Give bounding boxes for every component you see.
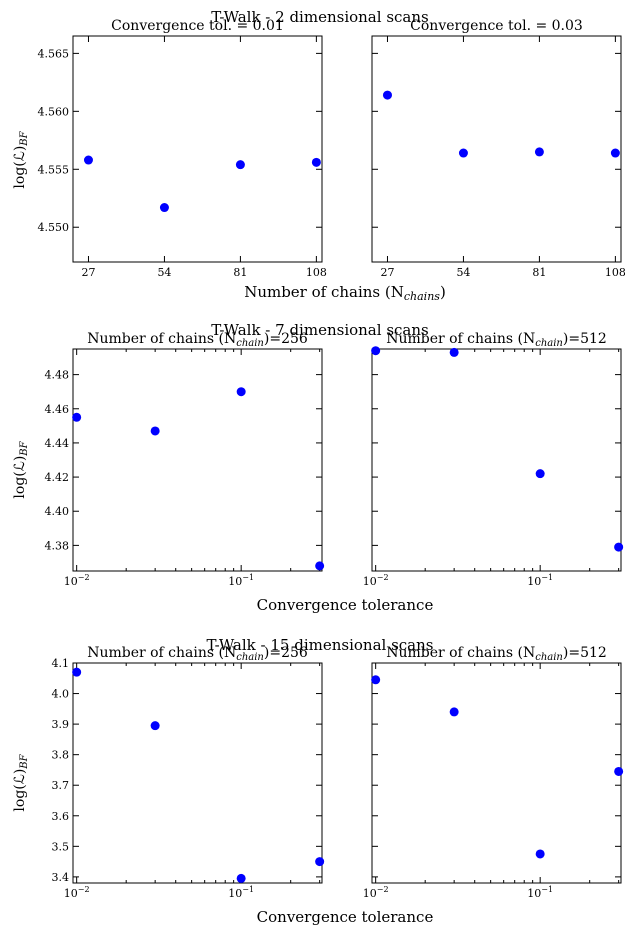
x-tick-label: 54	[456, 266, 470, 279]
axes-frame	[371, 348, 622, 572]
data-point	[236, 387, 246, 397]
y-tick-label: 4.550	[38, 221, 70, 234]
data-point	[614, 542, 624, 552]
row-2-ylabel: log(ℒ)BF	[12, 440, 30, 498]
row-3-ylabel: log(ℒ)BF	[12, 753, 30, 811]
y-tick-label: 4.555	[38, 163, 70, 176]
y-tick-label: 4.0	[52, 688, 70, 701]
row-2-xlabel: Convergence tolerance	[257, 596, 434, 614]
row-1-ylabel: log(ℒ)BF	[12, 130, 30, 188]
panel-1: Convergence tol. = 0.01 27 54 81 108 4.550 4.5…	[38, 18, 327, 279]
data-point	[535, 469, 545, 479]
x-tick-label: 10−1	[527, 885, 553, 900]
panel-title: Number of chains (Nchain)=512	[386, 645, 607, 663]
data-point	[458, 148, 468, 158]
data-point	[371, 675, 381, 685]
x-tick-label: 108	[306, 266, 327, 279]
x-tick-label: 81	[532, 266, 546, 279]
x-tick-label: 81	[233, 266, 247, 279]
y-tick-label: 4.38	[45, 539, 70, 552]
panel-4: Number of chains (Nchain)=512 10−2 10−1	[363, 331, 624, 588]
y-tick-label: 4.565	[38, 47, 70, 60]
data-point	[614, 766, 624, 776]
x-tick-label: 10−1	[228, 885, 254, 900]
data-point	[72, 412, 82, 422]
data-point	[72, 667, 82, 677]
y-tick-label: 4.48	[45, 369, 70, 382]
row-3-title: T-Walk - 15 dimensional scans	[207, 636, 434, 654]
row-1-title: T-Walk - 2 dimensional scans	[211, 8, 428, 26]
data-point	[315, 857, 325, 867]
data-point	[449, 347, 459, 357]
x-tick-label: 10−2	[64, 885, 90, 900]
x-tick-label: 10−2	[363, 573, 389, 588]
x-tick-label: 54	[157, 266, 171, 279]
data-point	[382, 90, 392, 100]
row-2-title: T-Walk - 7 dimensional scans	[211, 321, 428, 339]
panel-6: Number of chains (Nchain)=512 10−2 10−1	[363, 645, 624, 900]
x-tick-label: 10−1	[228, 573, 254, 588]
panel-5: Number of chains (Nchain)=256 10−2 10−1 3.4…	[52, 645, 325, 900]
panel-title: Number of chains (Nchain)=512	[386, 331, 607, 349]
y-tick-label: 4.46	[45, 403, 70, 416]
axes-frame	[72, 35, 323, 263]
panel-3: Number of chains (Nchain)=256 10−2 10−1 4.3…	[45, 331, 325, 588]
data-point	[235, 160, 245, 170]
x-tick-label: 27	[380, 266, 394, 279]
y-tick-label: 3.6	[52, 810, 70, 823]
x-tick-label: 108	[605, 266, 625, 279]
x-tick-label: 27	[81, 266, 95, 279]
y-tick-label: 4.42	[45, 471, 70, 484]
panel-title: Convergence tol. = 0.01	[111, 18, 284, 34]
row-3-xlabel: Convergence tolerance	[257, 908, 434, 926]
panel-title: Number of chains (Nchain)=256	[87, 645, 308, 663]
x-tick-label: 10−2	[363, 885, 389, 900]
y-tick-label: 4.1	[52, 657, 70, 670]
x-tick-label: 10−2	[64, 573, 90, 588]
panel-title: Number of chains (Nchain)=256	[87, 331, 308, 349]
x-tick-label: 10−1	[527, 573, 553, 588]
axes-frame	[371, 35, 622, 263]
axes-frame	[371, 662, 622, 884]
data-point	[315, 561, 325, 571]
panel-2: Convergence tol. = 0.03 27 54 81 108	[371, 18, 625, 279]
data-point	[534, 147, 544, 157]
y-tick-label: 3.4	[52, 871, 70, 884]
data-point	[311, 157, 321, 167]
data-point	[610, 148, 620, 158]
data-point	[449, 707, 459, 717]
y-tick-label: 3.7	[52, 779, 70, 792]
row-1-xlabel: Number of chains (Nchains)	[244, 283, 446, 303]
y-tick-label: 3.8	[52, 749, 70, 762]
data-point	[535, 849, 545, 859]
axes-frame	[72, 662, 323, 884]
data-point	[159, 203, 169, 213]
y-tick-label: 4.40	[45, 505, 70, 518]
data-point	[150, 426, 160, 436]
y-tick-label: 3.5	[52, 840, 70, 853]
data-point	[150, 721, 160, 731]
panel-title: Convergence tol. = 0.03	[410, 18, 583, 34]
y-tick-label: 4.560	[38, 105, 70, 118]
data-point	[371, 346, 381, 356]
data-point	[83, 155, 93, 165]
y-tick-label: 3.9	[52, 718, 70, 731]
y-tick-label: 4.44	[45, 437, 70, 450]
axes-frame	[72, 348, 323, 572]
data-point	[236, 873, 246, 883]
